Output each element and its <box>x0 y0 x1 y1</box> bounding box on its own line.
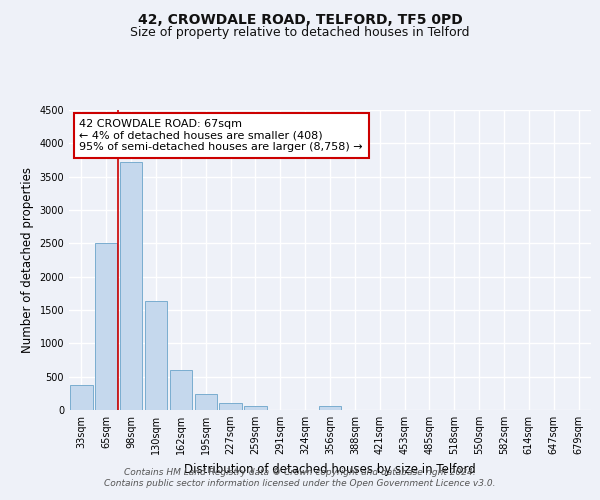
Bar <box>70 386 92 410</box>
Text: 42, CROWDALE ROAD, TELFORD, TF5 0PD: 42, CROWDALE ROAD, TELFORD, TF5 0PD <box>137 12 463 26</box>
Text: Size of property relative to detached houses in Telford: Size of property relative to detached ho… <box>130 26 470 39</box>
Bar <box>95 244 118 410</box>
Bar <box>244 406 266 410</box>
Text: Contains HM Land Registry data © Crown copyright and database right 2024.
Contai: Contains HM Land Registry data © Crown c… <box>104 468 496 487</box>
Bar <box>170 370 192 410</box>
X-axis label: Distribution of detached houses by size in Telford: Distribution of detached houses by size … <box>184 462 476 475</box>
Bar <box>319 406 341 410</box>
Bar <box>220 402 242 410</box>
Y-axis label: Number of detached properties: Number of detached properties <box>21 167 34 353</box>
Bar <box>120 162 142 410</box>
Bar <box>194 394 217 410</box>
Bar <box>145 302 167 410</box>
Text: 42 CROWDALE ROAD: 67sqm
← 4% of detached houses are smaller (408)
95% of semi-de: 42 CROWDALE ROAD: 67sqm ← 4% of detached… <box>79 119 363 152</box>
